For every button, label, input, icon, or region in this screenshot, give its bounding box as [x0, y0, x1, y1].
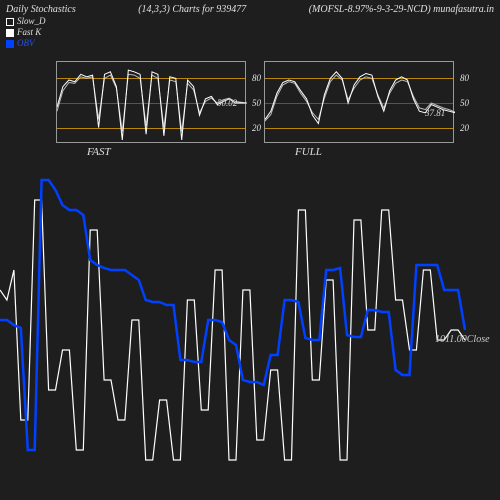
value-callout: 37.81 [425, 108, 445, 118]
panel-label: FAST [87, 146, 111, 158]
legend: Slow_D Fast K OBV [6, 16, 46, 49]
main-plot [0, 170, 500, 480]
main-chart: 1011.00Close [0, 170, 500, 480]
panel-full: FULL 80502037.81 [264, 61, 454, 143]
legend-label: OBV [17, 38, 35, 49]
square-icon [6, 18, 14, 26]
square-icon [6, 29, 14, 37]
value-callout: 50.02 [217, 98, 237, 108]
chart-header: Daily Stochastics (14,3,3) Charts for 93… [0, 0, 500, 17]
title: Daily Stochastics [6, 4, 76, 15]
axis-tick-label: 80 [252, 73, 261, 83]
panel-fast: FAST 80502050.02 [56, 61, 246, 143]
legend-slowd: Slow_D [6, 16, 46, 27]
symbol-name: (MOFSL-8.97%-9-3-29-NCD) munafasutra.in [309, 4, 494, 15]
mini-plot [265, 62, 455, 144]
axis-tick-label: 20 [460, 123, 469, 133]
square-icon [6, 40, 14, 48]
legend-label: Slow_D [17, 16, 46, 27]
legend-obv: OBV [6, 38, 46, 49]
axis-tick-label: 50 [252, 98, 261, 108]
axis-tick-label: 50 [460, 98, 469, 108]
legend-fastk: Fast K [6, 27, 46, 38]
legend-label: Fast K [17, 27, 41, 38]
mini-panels: FAST 80502050.02 FULL 80502037.81 [0, 17, 500, 143]
axis-tick-label: 80 [460, 73, 469, 83]
params: (14,3,3) Charts for 939477 [138, 4, 246, 15]
close-value-label: 1011.00Close [435, 334, 490, 345]
axis-tick-label: 20 [252, 123, 261, 133]
panel-label: FULL [295, 146, 322, 158]
